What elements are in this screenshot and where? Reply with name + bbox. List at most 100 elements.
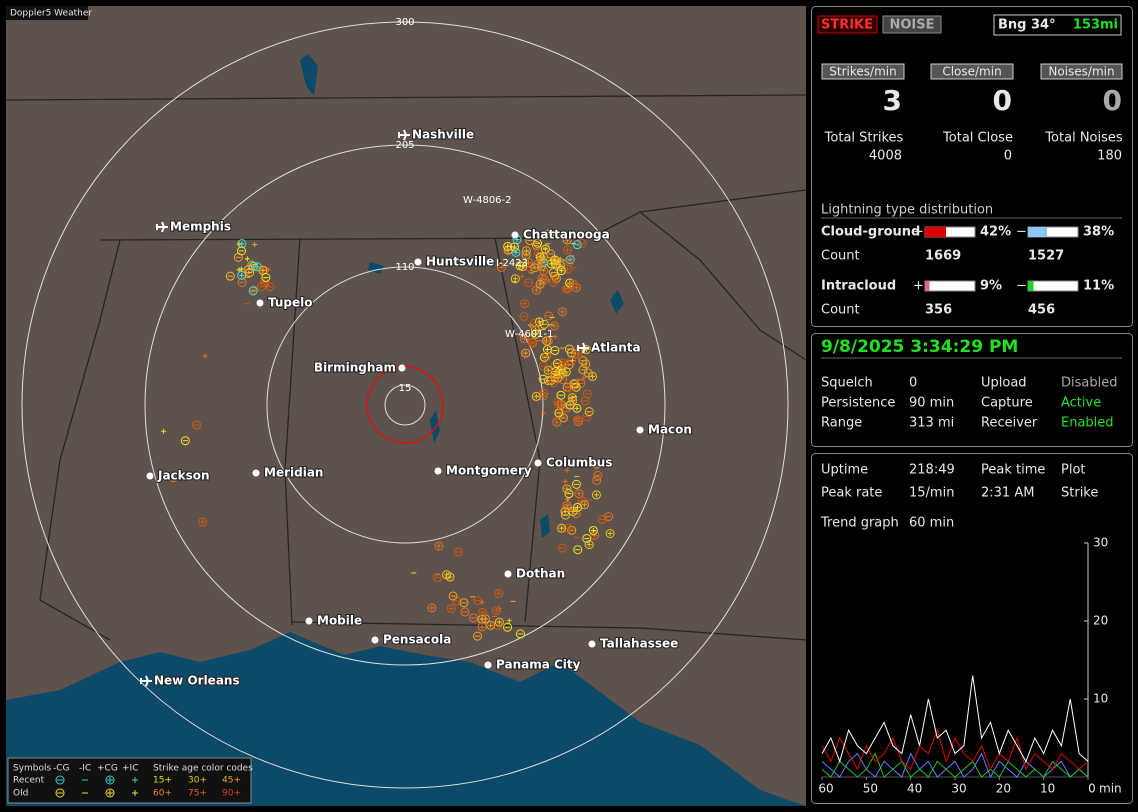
strike-symbol — [541, 390, 547, 396]
strike-symbol — [575, 417, 581, 423]
strike-symbol — [548, 261, 554, 267]
city-label: New Orleans — [154, 674, 240, 688]
strike-symbol — [550, 271, 560, 281]
total-label: Total Strikes — [824, 131, 904, 146]
strike-symbol — [239, 272, 245, 278]
strike-symbol — [570, 281, 576, 287]
legend-symbols — [55, 775, 138, 798]
strike-symbol — [482, 616, 488, 622]
strike-symbol — [590, 530, 600, 540]
strike-symbol — [571, 479, 581, 489]
strike-symbol — [567, 385, 573, 391]
city-label: Columbus — [546, 456, 613, 470]
count-value: 1669 — [925, 249, 961, 264]
strike-symbol — [198, 517, 208, 527]
strike-button-label[interactable]: STRIKE — [821, 18, 873, 33]
noise-button[interactable] — [882, 15, 942, 34]
strike-symbol — [580, 396, 590, 406]
strike-symbol — [521, 336, 527, 342]
strike-symbol — [510, 242, 520, 252]
strike-symbol — [564, 247, 570, 253]
rate-label[interactable]: Strikes/min — [829, 65, 896, 79]
strike-symbol — [427, 603, 437, 613]
rate-label[interactable]: Close/min — [942, 65, 1001, 79]
strike-symbol — [550, 279, 556, 285]
strike-symbol — [249, 262, 255, 268]
datetime: 9/8/2025 3:34:29 PM — [821, 337, 1018, 357]
strike-symbol — [593, 470, 603, 480]
setting-text: Capture — [981, 396, 1033, 411]
strike-symbol — [448, 605, 454, 611]
strike-symbol — [574, 405, 580, 411]
count-value: 456 — [1028, 303, 1055, 318]
strike-symbol — [472, 631, 482, 641]
strike-symbol — [491, 606, 501, 616]
strike-symbol — [540, 244, 550, 254]
strike-symbol — [525, 236, 535, 246]
strike-symbol — [564, 467, 570, 473]
total-label: Total Close — [942, 131, 1013, 146]
strike-symbol — [539, 388, 549, 398]
city-label: Panama City — [496, 658, 581, 672]
strike-symbol — [538, 361, 548, 371]
city-dot — [636, 426, 644, 434]
strike-symbol — [512, 276, 518, 282]
strike-symbol — [552, 256, 562, 266]
rate-button[interactable] — [1040, 63, 1123, 80]
city-dot — [504, 570, 512, 578]
strike-symbol — [548, 378, 558, 388]
strike-symbol — [572, 403, 582, 413]
strike-symbol — [519, 334, 529, 344]
strike-symbol — [581, 502, 587, 508]
rate-button[interactable] — [930, 63, 1014, 80]
legend-header: +IC — [122, 764, 138, 774]
strike-symbol — [592, 459, 602, 469]
strike-symbol — [225, 271, 235, 281]
strike-symbol — [546, 249, 556, 259]
strike-symbol — [562, 509, 568, 515]
range-ring — [144, 144, 666, 666]
strike-symbol — [436, 543, 442, 549]
legend-header: -IC — [79, 764, 91, 774]
strike-symbol — [237, 239, 247, 249]
strike-symbol — [554, 400, 564, 410]
trend-label: Trend graph — [820, 516, 899, 531]
strike-symbol — [479, 624, 485, 630]
stat-text: Strike — [1061, 486, 1098, 501]
range-ring — [266, 266, 544, 544]
strike-symbol — [486, 620, 496, 630]
strike-symbol — [496, 591, 502, 597]
strike-symbol — [520, 299, 530, 309]
strike-symbol — [564, 237, 570, 243]
city-label: Jackson — [157, 469, 210, 483]
strike-symbol — [244, 256, 250, 262]
total-value: 4008 — [869, 149, 902, 164]
strike-symbol — [569, 357, 575, 363]
y-tick-label: 20 — [1093, 614, 1108, 628]
strike-symbol — [202, 353, 208, 359]
strike-symbol — [543, 336, 553, 346]
city-label: Atlanta — [591, 341, 641, 355]
strike-symbol — [558, 358, 568, 368]
strike-symbol — [480, 614, 490, 624]
strike-symbol — [552, 334, 558, 340]
strike-symbol — [564, 489, 574, 499]
stats-panel — [811, 6, 1133, 327]
strike-symbol — [570, 509, 576, 515]
rate-button[interactable] — [821, 63, 905, 80]
strike-symbol — [248, 286, 258, 296]
strike-symbol — [545, 229, 555, 239]
rate-label[interactable]: Noises/min — [1048, 65, 1114, 79]
strike-symbol — [562, 235, 572, 245]
noise-button-label[interactable]: NOISE — [889, 18, 934, 33]
type-label: Intracloud — [821, 279, 896, 294]
strike-button[interactable] — [817, 15, 878, 34]
legend-header: -CG — [53, 764, 70, 774]
strike-symbol — [521, 348, 531, 358]
map: 300 205 110 15 Nashville Chattanooga Hunts… — [6, 6, 806, 806]
count-label: Count — [821, 303, 860, 318]
strike-symbol — [510, 274, 520, 284]
strike-symbol — [526, 259, 531, 265]
strike-symbol — [542, 351, 552, 361]
strike-symbol — [503, 622, 513, 632]
